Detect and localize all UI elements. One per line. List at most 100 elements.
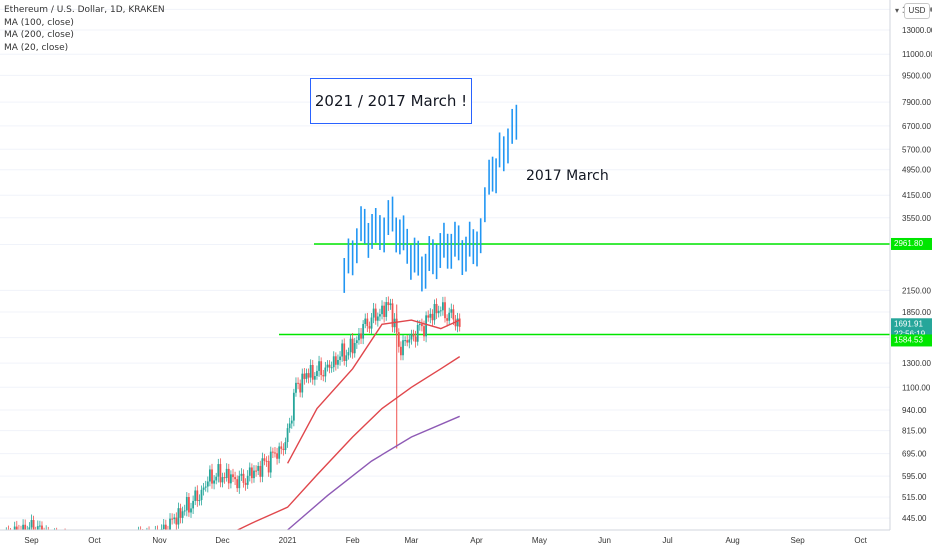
candle-body (322, 375, 325, 377)
price-tick-label: 9500.00 (902, 71, 931, 80)
price-tick-label: 1850.00 (902, 308, 931, 317)
candle-body (236, 479, 239, 489)
candle-body (313, 376, 316, 380)
projection-bars (343, 104, 518, 293)
currency-button[interactable]: ▾ USD (895, 3, 930, 19)
candle-body (204, 486, 207, 488)
candle-body (387, 302, 390, 306)
time-tick-label: Oct (88, 536, 101, 545)
candle-body (185, 497, 188, 511)
candle-body (345, 355, 348, 362)
candle-body (450, 309, 453, 313)
candle-body (316, 370, 318, 377)
candle-body (427, 315, 430, 318)
annotation-box-text: 2021 / 2017 March ! (314, 92, 468, 110)
candle-body (366, 318, 369, 327)
candle-body (381, 305, 383, 315)
candle-body (347, 352, 350, 356)
candle-body (30, 520, 33, 528)
candle-body (437, 310, 440, 314)
time-tick-label: 2021 (279, 536, 297, 545)
ma-200-legend[interactable]: MA (200, close) (4, 30, 74, 40)
candle-body (454, 319, 457, 327)
time-tick-label: Feb (346, 536, 360, 545)
current-price-badge-label: 1691.91 (894, 319, 923, 328)
time-tick-label: Dec (215, 536, 229, 545)
candle-body (190, 508, 192, 513)
candle-body (240, 473, 243, 476)
candle-body (355, 340, 358, 344)
price-tick-label: 6700.00 (902, 122, 931, 131)
price-tick-label: 1300.00 (902, 359, 931, 368)
candle-body (265, 460, 268, 462)
candle-body (439, 310, 442, 312)
candle-body (194, 490, 197, 501)
price-tick-label: 515.00 (902, 493, 927, 502)
time-tick-label: Sep (24, 536, 39, 545)
candle-body (257, 465, 260, 471)
candle-body (15, 526, 18, 530)
candle-body (404, 340, 407, 342)
price-tick-label: 4150.00 (902, 191, 931, 200)
ma-200-line (287, 415, 460, 531)
candle-body (297, 382, 299, 384)
candle-body (326, 364, 329, 368)
chevron-down-icon: ▾ (895, 6, 900, 15)
candle-body (242, 473, 245, 483)
symbol-title[interactable]: Ethereum / U.S. Dollar, 1D, KRAKEN (4, 5, 165, 15)
candle-body (299, 383, 302, 393)
candle-body (232, 474, 234, 478)
candle-body (410, 334, 413, 340)
candle-body (385, 302, 388, 317)
candle-body (246, 475, 249, 485)
candle-body (213, 480, 216, 484)
candle-body (192, 500, 195, 509)
time-tick-label: Nov (152, 536, 166, 545)
candle-body (211, 469, 213, 484)
time-tick-label: Mar (405, 536, 419, 545)
candle-body (196, 490, 199, 501)
annotation-text[interactable]: 2017 March (526, 168, 609, 184)
time-axis[interactable]: Sep Oct Nov Dec 2021 Feb Mar Apr May Jun Jul Aug Sep… (0, 529, 932, 550)
price-tick-label: 5700.00 (902, 145, 931, 154)
candle-body (225, 468, 228, 478)
candle-body (353, 343, 356, 354)
candle-body (282, 448, 285, 451)
candle-body (206, 481, 209, 487)
candle-body (250, 467, 253, 479)
price-axis-bg (890, 0, 932, 550)
candle-body (278, 446, 281, 459)
candle-body (397, 332, 400, 347)
price-tick-label: 7900.00 (902, 98, 931, 107)
candle-body (421, 324, 423, 327)
candle-body (288, 423, 291, 429)
candle-body (227, 468, 230, 484)
candle-body (41, 525, 43, 534)
moving-averages (222, 319, 461, 538)
candle-body (452, 309, 455, 320)
ma-100-legend[interactable]: MA (100, close) (4, 17, 74, 28)
candle-body (198, 500, 201, 502)
candle-body (255, 470, 257, 472)
candle-body (263, 458, 266, 461)
candle-body (372, 308, 375, 318)
annotation-box[interactable]: 2021 / 2017 March ! (310, 78, 472, 124)
candle-body (303, 373, 306, 379)
price-axis[interactable]: 445.00 515.00 595.00 695.00 815.00 940.00 1100… (889, 0, 932, 550)
candle-body (416, 324, 419, 342)
candle-body (219, 464, 222, 483)
time-tick-label: Apr (470, 536, 483, 545)
currency-label: USD (908, 6, 926, 15)
time-tick-label: Aug (725, 536, 739, 545)
candle-body (334, 356, 337, 365)
candle-body (402, 340, 404, 356)
candle-body (217, 464, 220, 477)
ma-20-legend[interactable]: MA (20, close) (4, 42, 69, 53)
support-lines[interactable] (279, 243, 890, 336)
candle-body (358, 333, 360, 341)
price-tick-label: 1100.00 (902, 383, 931, 392)
candle-body (244, 482, 247, 485)
candle-body (290, 420, 293, 424)
